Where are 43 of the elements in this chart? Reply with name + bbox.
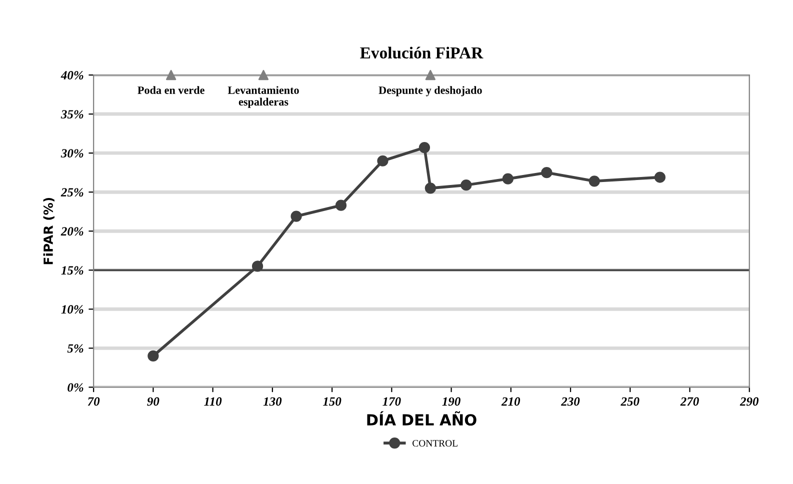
x-axis-title: DÍA DEL AÑO bbox=[367, 411, 476, 426]
y-tick-label: 0% bbox=[68, 383, 84, 392]
point bbox=[460, 180, 472, 191]
x-tick-label: 210 bbox=[501, 397, 520, 406]
y-tick-label: 10% bbox=[61, 305, 84, 314]
x-tick-label: 150 bbox=[322, 397, 342, 406]
y-tick-label: 25% bbox=[60, 188, 84, 197]
x-tick-label: 290 bbox=[740, 397, 759, 406]
y-tick-label: 40% bbox=[60, 71, 84, 80]
y-axis-title: FiPAR (%) bbox=[43, 198, 54, 264]
y-tick-label: 20% bbox=[60, 227, 84, 236]
x-tick-label: 130 bbox=[263, 397, 282, 406]
point bbox=[166, 70, 176, 80]
chart-title: Evolución FiPAR bbox=[360, 46, 484, 59]
point bbox=[654, 172, 666, 183]
y-tick-label: 5% bbox=[67, 344, 84, 353]
point bbox=[502, 173, 514, 184]
point bbox=[424, 182, 436, 194]
point bbox=[335, 200, 347, 211]
point bbox=[377, 155, 388, 166]
x-tick-label: 70 bbox=[88, 397, 100, 406]
annotation: Poda en verde bbox=[138, 86, 204, 94]
point bbox=[148, 350, 159, 362]
point bbox=[258, 70, 269, 80]
point bbox=[418, 142, 430, 154]
point bbox=[252, 260, 264, 272]
point bbox=[290, 210, 302, 222]
x-tick-label: 110 bbox=[204, 397, 222, 406]
annotation: Despunte y deshojado bbox=[378, 86, 482, 96]
point bbox=[588, 176, 600, 187]
x-tick-label: 90 bbox=[147, 397, 160, 406]
x-tick-label: 170 bbox=[382, 397, 401, 406]
y-tick-label: 15% bbox=[61, 266, 84, 275]
point bbox=[541, 167, 552, 178]
y-tick-label: 30% bbox=[60, 149, 84, 158]
point bbox=[425, 70, 436, 80]
annotation: Levantamiento espalderas bbox=[228, 86, 299, 108]
x-tick-label: 250 bbox=[620, 397, 640, 406]
x-tick-label: 230 bbox=[561, 397, 580, 406]
y-tick-label: 35% bbox=[60, 110, 84, 119]
x-tick-label: 270 bbox=[680, 397, 699, 406]
legend-label: CONTROL bbox=[412, 440, 458, 447]
x-tick-label: 190 bbox=[442, 397, 460, 406]
